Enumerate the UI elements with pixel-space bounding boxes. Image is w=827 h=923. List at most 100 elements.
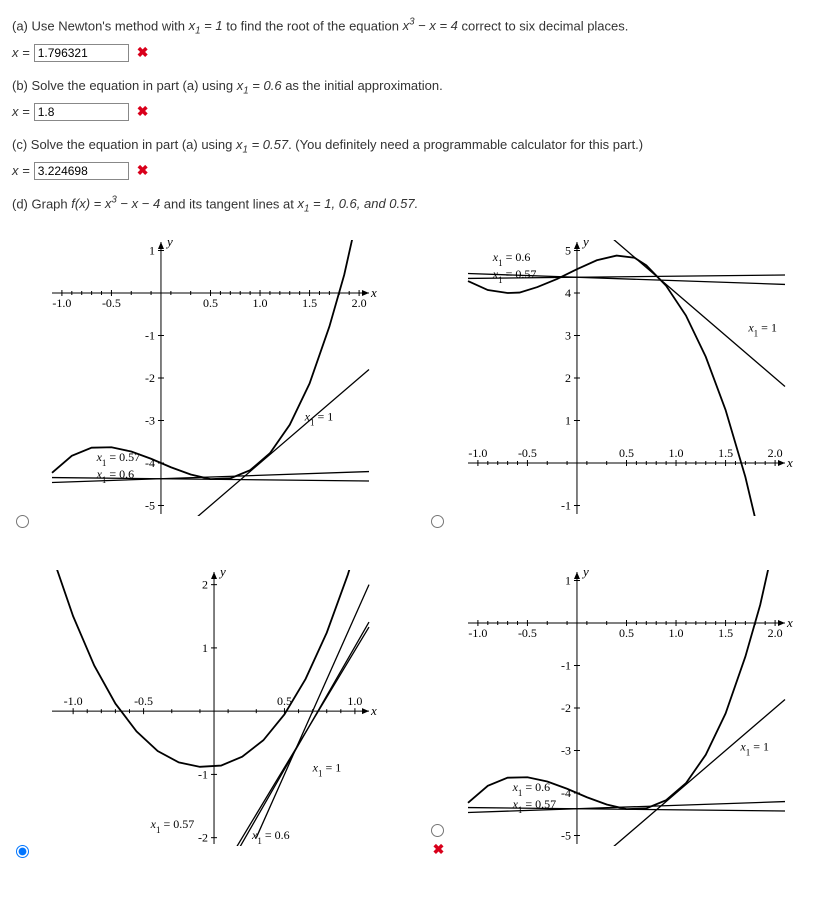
svg-text:x1 = 0.6: x1 = 0.6 (511, 779, 550, 797)
svg-text:-2: -2 (145, 371, 155, 385)
svg-text:x: x (370, 703, 377, 718)
svg-text:-1.0: -1.0 (468, 626, 487, 640)
svg-text:x1 = 0.6: x1 = 0.6 (96, 466, 135, 484)
svg-text:4: 4 (564, 286, 570, 300)
part-c-prefix: (c) Solve the equation in part (a) using (12, 137, 236, 152)
part-b-answer-row: x = ✖ (12, 103, 815, 121)
part-c-answer-row: x = ✖ (12, 162, 815, 180)
svg-text:x: x (370, 285, 377, 300)
svg-text:x1 = 1: x1 = 1 (739, 739, 769, 757)
part-c-text: (c) Solve the equation in part (a) using… (12, 135, 815, 158)
svg-text:-2: -2 (198, 830, 208, 844)
svg-text:x1 = 0.6: x1 = 0.6 (491, 250, 530, 268)
svg-text:-0.5: -0.5 (102, 296, 121, 310)
svg-text:x1 = 0.57: x1 = 0.57 (491, 267, 536, 285)
part-c-input[interactable] (34, 162, 129, 180)
chart-option-3: xy-1.0-0.50.51.0-2-112x1 = 1x1 = 0.57x1 … (12, 558, 400, 858)
svg-text:1: 1 (202, 640, 208, 654)
svg-text:2: 2 (202, 577, 208, 591)
svg-text:2: 2 (564, 371, 570, 385)
svg-text:y: y (580, 564, 588, 579)
chart-option-2: xy-1.0-0.50.51.01.52.0-112345x1 = 0.6x1 … (428, 228, 816, 528)
part-b-text: (b) Solve the equation in part (a) using… (12, 76, 815, 99)
svg-text:-1: -1 (198, 767, 208, 781)
part-d-mid: and its tangent lines at (160, 196, 297, 211)
part-c-var: x = (12, 163, 30, 178)
svg-text:x1 = 0.6: x1 = 0.6 (251, 827, 290, 845)
part-a-wrong-icon: ✖ (137, 44, 149, 61)
svg-text:1.5: 1.5 (718, 446, 733, 460)
svg-text:1.0: 1.0 (668, 446, 683, 460)
svg-text:x1 = 1: x1 = 1 (304, 409, 334, 427)
charts-grid: xy-1.0-0.50.51.01.52.0-5-4-3-2-11x1 = 0.… (12, 228, 815, 858)
svg-text:x1 = 1: x1 = 1 (312, 760, 342, 778)
part-a-var: x = (12, 45, 30, 60)
chart-2: xy-1.0-0.50.51.01.52.0-112345x1 = 0.6x1 … (454, 228, 799, 528)
part-b-input[interactable] (34, 103, 129, 121)
svg-text:5: 5 (564, 243, 570, 257)
svg-text:-3: -3 (560, 743, 570, 757)
svg-text:1.0: 1.0 (668, 626, 683, 640)
svg-text:1: 1 (149, 243, 155, 257)
part-c-wrong-icon: ✖ (137, 162, 149, 179)
svg-text:-1.0: -1.0 (468, 446, 487, 460)
svg-text:-3: -3 (145, 413, 155, 427)
svg-text:x1 = 0.57: x1 = 0.57 (511, 796, 556, 814)
part-d-text: (d) Graph f(x) = x3 − x − 4 and its tang… (12, 194, 815, 218)
radio-1[interactable] (16, 515, 29, 528)
svg-text:1: 1 (564, 413, 570, 427)
chart-4-wrong-icon: ✖ (433, 841, 445, 858)
part-a-text: (a) Use Newton's method with x1 = 1 to f… (12, 16, 815, 40)
svg-text:-5: -5 (560, 828, 570, 842)
svg-text:x1 = 1: x1 = 1 (747, 320, 777, 338)
svg-text:1.0: 1.0 (253, 296, 268, 310)
chart-option-4: ✖ xy-1.0-0.50.51.01.52.0-5-4-3-2-11x1 = … (428, 558, 816, 858)
radio-2[interactable] (431, 515, 444, 528)
part-b-prefix: (b) Solve the equation in part (a) using (12, 78, 237, 93)
svg-text:x1 = 0.57: x1 = 0.57 (150, 817, 195, 835)
radio-4[interactable] (431, 824, 444, 837)
radio-3[interactable] (16, 845, 29, 858)
part-d-prefix: (d) Graph (12, 196, 71, 211)
svg-text:x: x (786, 455, 793, 470)
part-b-var: x = (12, 104, 30, 119)
part-a-mid: to find the root of the equation (223, 18, 403, 33)
svg-text:-0.5: -0.5 (134, 694, 153, 708)
part-a-answer-row: x = ✖ (12, 44, 815, 62)
chart-3: xy-1.0-0.50.51.0-2-112x1 = 1x1 = 0.57x1 … (38, 558, 383, 858)
svg-text:-1: -1 (560, 498, 570, 512)
part-a-prefix: (a) Use Newton's method with (12, 18, 189, 33)
svg-text:-1.0: -1.0 (64, 694, 83, 708)
svg-text:y: y (165, 234, 173, 249)
svg-text:-0.5: -0.5 (517, 626, 536, 640)
svg-text:-1.0: -1.0 (52, 296, 71, 310)
svg-text:2.0: 2.0 (352, 296, 367, 310)
svg-text:-2: -2 (560, 701, 570, 715)
chart-1: xy-1.0-0.50.51.01.52.0-5-4-3-2-11x1 = 0.… (38, 228, 383, 528)
svg-text:0.5: 0.5 (619, 446, 634, 460)
svg-text:2.0: 2.0 (767, 626, 782, 640)
svg-text:1.5: 1.5 (718, 626, 733, 640)
svg-text:0.5: 0.5 (203, 296, 218, 310)
svg-text:1.0: 1.0 (347, 694, 362, 708)
part-c-suffix: . (You definitely need a programmable ca… (288, 137, 643, 152)
svg-text:3: 3 (564, 328, 570, 342)
svg-text:-1: -1 (145, 328, 155, 342)
part-b-suffix: as the initial approximation. (282, 78, 443, 93)
svg-text:x: x (786, 615, 793, 630)
svg-text:y: y (218, 564, 226, 579)
svg-text:y: y (580, 234, 588, 249)
part-a-input[interactable] (34, 44, 129, 62)
svg-text:1: 1 (564, 573, 570, 587)
svg-text:1.5: 1.5 (302, 296, 317, 310)
chart-4: xy-1.0-0.50.51.01.52.0-5-4-3-2-11x1 = 0.… (454, 558, 799, 858)
svg-text:-5: -5 (145, 498, 155, 512)
part-b-wrong-icon: ✖ (137, 103, 149, 120)
svg-text:-0.5: -0.5 (517, 446, 536, 460)
part-a-suffix: correct to six decimal places. (458, 18, 629, 33)
svg-text:-1: -1 (560, 658, 570, 672)
svg-text:0.5: 0.5 (619, 626, 634, 640)
svg-text:x1 = 0.57: x1 = 0.57 (96, 449, 141, 467)
svg-text:2.0: 2.0 (767, 446, 782, 460)
chart-option-1: xy-1.0-0.50.51.01.52.0-5-4-3-2-11x1 = 0.… (12, 228, 400, 528)
